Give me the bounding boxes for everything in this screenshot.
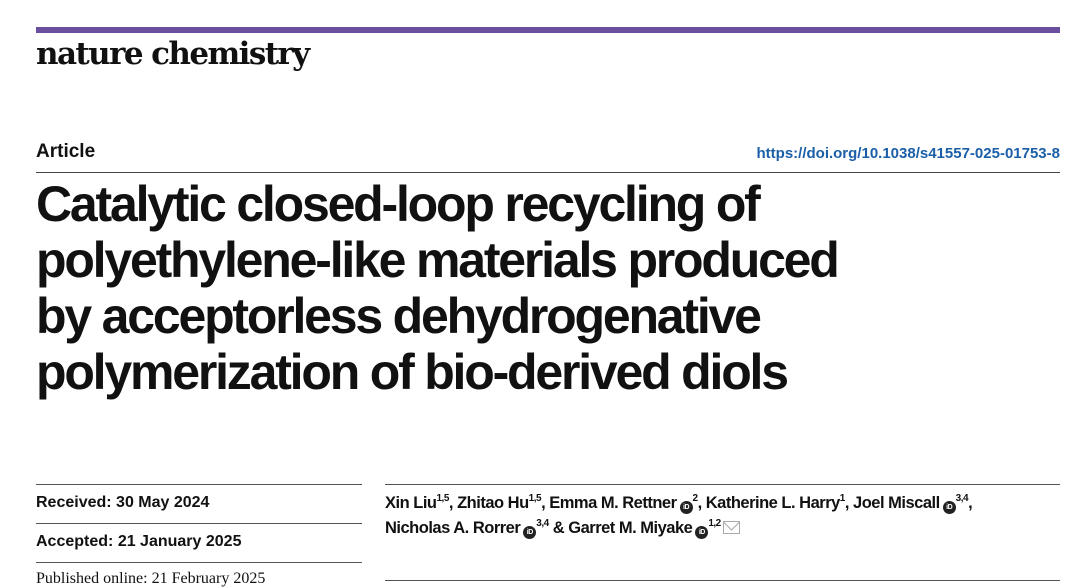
affiliation-marker: 3,4 <box>955 493 969 504</box>
author[interactable]: Nicholas A. Rorrer iD3,4 <box>385 518 549 539</box>
orcid-icon[interactable]: iD <box>523 526 537 539</box>
author[interactable]: Zhitao Hu1,5 <box>457 493 542 513</box>
affiliation-marker: 2 <box>692 493 699 504</box>
accepted-date: Accepted: 21 January 2025 <box>36 533 242 550</box>
affiliation-marker: 1,5 <box>436 493 450 504</box>
author-separator: & <box>548 519 569 537</box>
title-line: polymerization of bio-derived diols <box>36 344 789 400</box>
author-separator: , <box>541 494 550 512</box>
author-name: Katherine L. Harry <box>705 494 841 512</box>
author-list: Xin Liu1,5, Zhitao Hu1,5, Emma M. Rettne… <box>385 491 1075 541</box>
article-title: Catalytic closed-loop recycling of polye… <box>36 176 1036 400</box>
published-date: Published online: 21 February 2025 <box>36 570 266 587</box>
author[interactable]: Xin Liu1,5 <box>385 493 450 513</box>
affiliation-marker: 3,4 <box>536 518 549 529</box>
author-separator: , <box>448 494 458 512</box>
article-type: Article <box>36 141 96 162</box>
divider <box>385 484 1060 485</box>
author-separator: , <box>697 494 706 512</box>
title-line: polyethylene-like materials produced <box>36 232 840 288</box>
author-name: Xin Liu <box>385 494 437 512</box>
divider <box>36 562 362 563</box>
author-separator: , <box>968 494 973 512</box>
divider <box>36 172 1060 173</box>
journal-brand-bar <box>36 27 1060 33</box>
author-name: Emma M. Rettner <box>549 494 677 512</box>
title-line: by acceptorless dehydrogenative <box>36 288 762 344</box>
title-line: Catalytic closed-loop recycling of <box>36 176 761 232</box>
affiliation-marker: 1,5 <box>528 493 542 504</box>
orcid-icon[interactable]: iD <box>695 526 709 539</box>
orcid-icon[interactable]: iD <box>942 501 956 514</box>
author-separator: , <box>844 494 854 512</box>
received-date: Received: 30 May 2024 <box>36 494 210 511</box>
author[interactable]: Katherine L. Harry1 <box>705 493 846 513</box>
orcid-icon[interactable]: iD <box>679 501 693 514</box>
author-name: Joel Miscall <box>853 494 940 512</box>
journal-logo: nature chemistry <box>36 36 310 72</box>
divider <box>36 523 362 524</box>
affiliation-marker: 1 <box>839 493 846 504</box>
doi-link[interactable]: https://doi.org/10.1038/s41557-025-01753… <box>756 145 1061 162</box>
author-name: Nicholas A. Rorrer <box>385 519 521 537</box>
affiliation-marker: 1,2 <box>708 518 721 529</box>
email-icon[interactable] <box>722 521 740 534</box>
author[interactable]: Garret M. Miyake iD1,2 <box>568 518 740 539</box>
divider <box>385 580 1060 581</box>
author-name: Zhitao Hu <box>457 494 529 512</box>
author[interactable]: Joel Miscall iD3,4 <box>853 493 969 514</box>
author-name: Garret M. Miyake <box>568 519 693 537</box>
divider <box>36 484 362 485</box>
author[interactable]: Emma M. Rettner iD2 <box>549 493 699 514</box>
